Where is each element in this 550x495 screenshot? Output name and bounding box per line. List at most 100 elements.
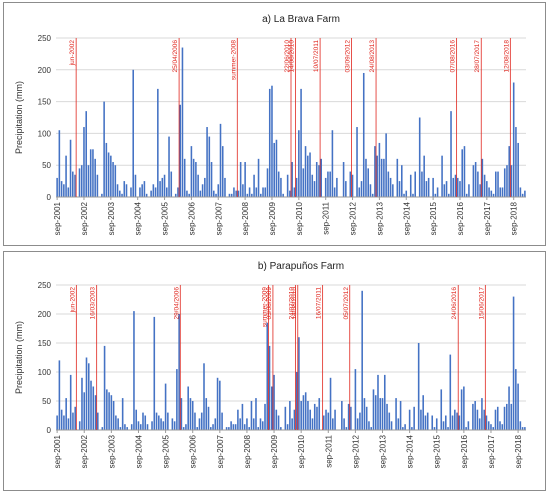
- bar: [58, 130, 61, 197]
- bar: [271, 85, 273, 197]
- bar: [162, 421, 165, 430]
- bar: [183, 158, 186, 197]
- bar: [215, 193, 217, 197]
- bar: [116, 184, 119, 197]
- bar: [517, 142, 519, 197]
- bar: [336, 177, 338, 197]
- bar: [105, 142, 108, 197]
- bar: [85, 111, 87, 197]
- bar: [331, 130, 334, 197]
- bar: [365, 158, 367, 197]
- x-tick-label: sep-2010: [297, 434, 306, 468]
- bar: [92, 386, 95, 430]
- event-label: 22/06/2010: [284, 40, 291, 73]
- bar: [143, 181, 146, 197]
- event-label: 10/07/2011: [313, 40, 320, 72]
- x-tick-label: sep-2007: [216, 434, 225, 468]
- bar: [119, 190, 121, 197]
- y-tick-label: 0: [47, 426, 52, 435]
- x-tick-label: sep-2009: [270, 434, 279, 468]
- bar: [311, 418, 314, 430]
- bar: [260, 193, 262, 197]
- bar: [264, 403, 266, 430]
- bar: [358, 187, 361, 197]
- bar: [213, 190, 215, 197]
- bar: [389, 177, 392, 197]
- bar: [510, 403, 513, 430]
- bar: [284, 406, 287, 430]
- bar: [424, 415, 427, 430]
- chart-panel-la-brava: a) La Brava Farm 0 50 100 150 200 250 Precipita…: [3, 2, 546, 246]
- bar: [512, 82, 515, 197]
- bar: [474, 162, 477, 197]
- x-tick-label: sep-2003: [107, 434, 116, 468]
- bar: [399, 401, 402, 430]
- x-tick-label: sep-2012: [351, 434, 360, 468]
- bar: [90, 380, 92, 430]
- bar: [304, 392, 307, 430]
- bar: [374, 395, 377, 430]
- bar: [327, 171, 329, 197]
- bar: [78, 421, 81, 430]
- bar: [485, 415, 488, 430]
- bar: [277, 415, 280, 430]
- bar: [110, 395, 113, 430]
- bar: [347, 403, 350, 430]
- bar: [490, 190, 493, 197]
- bar: [161, 177, 164, 197]
- bar: [459, 181, 461, 197]
- bar: [291, 418, 293, 430]
- bar: [397, 418, 400, 430]
- bar: [420, 409, 422, 430]
- bar: [333, 187, 336, 197]
- y-tick-label: 250: [38, 34, 52, 43]
- bar: [447, 427, 449, 430]
- x-tick-label: sep-2006: [187, 201, 196, 235]
- event-label: 14/08/2010: [288, 40, 295, 73]
- bar: [146, 424, 149, 430]
- bar: [309, 409, 311, 430]
- bar: [145, 193, 148, 197]
- x-tick-label: sep-2017: [483, 201, 492, 235]
- bar: [239, 162, 242, 197]
- bar: [219, 380, 221, 430]
- x-tick-label: sep-2016: [456, 201, 465, 235]
- bar: [448, 193, 450, 197]
- bar: [524, 427, 526, 430]
- x-tick-label: sep-2013: [375, 201, 384, 235]
- bar: [277, 171, 280, 197]
- bar: [126, 427, 128, 430]
- bar: [275, 139, 278, 197]
- bar: [463, 146, 466, 197]
- bar: [134, 174, 137, 197]
- bar: [106, 389, 108, 430]
- bar: [234, 424, 237, 430]
- y-axis-label: Precipitation (mm): [14, 81, 24, 154]
- bar: [137, 421, 140, 430]
- bar: [361, 290, 363, 430]
- bar: [203, 363, 205, 430]
- x-tick-label: sep-2002: [80, 201, 89, 235]
- bar: [329, 377, 332, 430]
- bar: [309, 152, 311, 197]
- bar: [519, 187, 522, 197]
- bar: [101, 193, 103, 197]
- bar: [255, 398, 257, 430]
- bar: [477, 171, 479, 197]
- x-tick-label: sep-2005: [162, 434, 171, 468]
- bar: [409, 174, 412, 197]
- bar: [246, 418, 248, 430]
- bar: [456, 177, 459, 197]
- bar: [250, 401, 253, 430]
- bar: [212, 424, 214, 430]
- bar: [365, 406, 368, 430]
- bar: [153, 316, 156, 430]
- bar: [230, 193, 233, 197]
- event-label: 15/06/2017: [478, 287, 485, 320]
- bar: [451, 415, 454, 430]
- x-tick-label: sep-2011: [324, 434, 333, 467]
- bar: [132, 69, 134, 197]
- bar: [383, 374, 386, 430]
- bar: [356, 418, 359, 430]
- bar: [454, 409, 456, 430]
